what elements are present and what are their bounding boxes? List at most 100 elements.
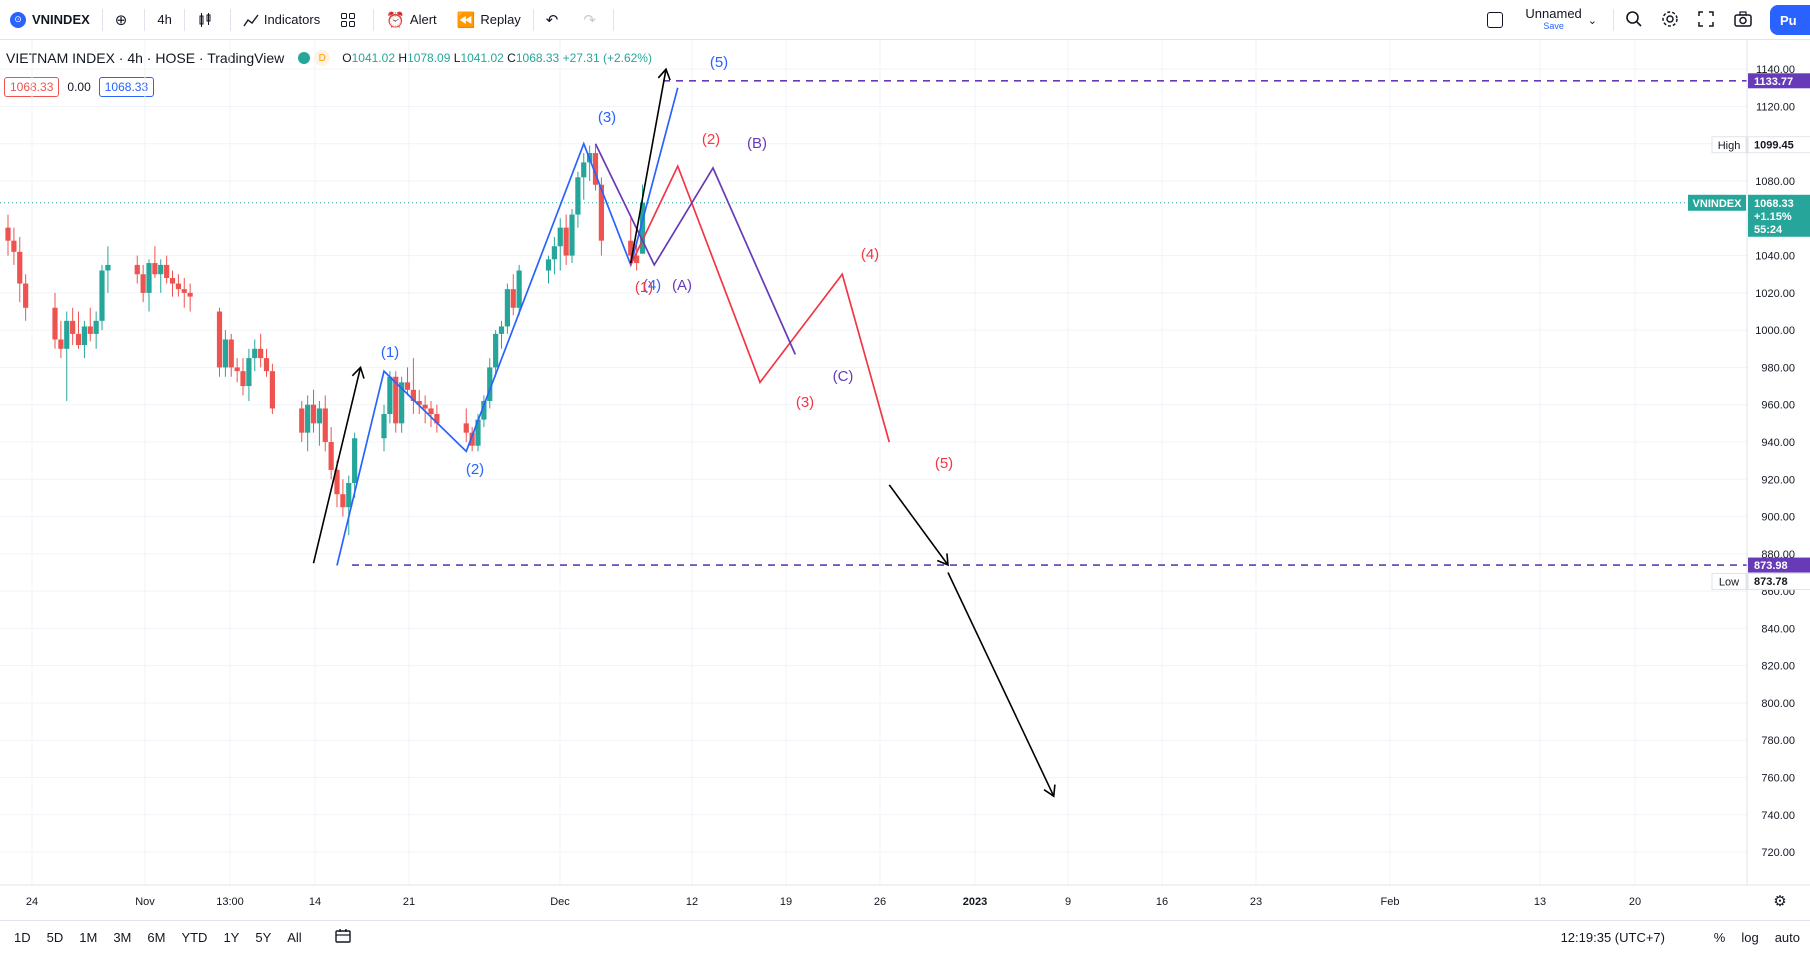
symbol-name: VNINDEX: [32, 12, 90, 27]
candle-body: [5, 227, 11, 241]
alert-button[interactable]: ⏰ Alert: [376, 0, 446, 40]
log-scale-toggle[interactable]: log: [1741, 930, 1759, 945]
price-axis[interactable]: 1140.001120.001100.001080.001040.001020.…: [1688, 40, 1810, 885]
candle-body: [299, 408, 305, 433]
publish-button[interactable]: Pu: [1770, 5, 1810, 35]
camera-icon[interactable]: [1733, 10, 1753, 31]
compare-button[interactable]: ⊕: [105, 0, 143, 40]
interval-label: 4h: [157, 12, 172, 27]
auto-scale-toggle[interactable]: auto: [1774, 930, 1800, 945]
ohlc-high-key: H: [398, 51, 408, 65]
candles-icon: [197, 12, 213, 28]
price-tick-label: 1080.00: [1755, 176, 1795, 188]
candle-body: [152, 263, 158, 275]
last-price-tag-text: 55:24: [1754, 224, 1783, 236]
buy-price[interactable]: 1068.33: [98, 77, 155, 97]
divider: [612, 8, 614, 31]
timezone-clock[interactable]: 12:19:35 (UTC+7): [1560, 930, 1665, 945]
candle-body: [498, 326, 505, 334]
goto-date-icon[interactable]: [334, 928, 352, 947]
time-tick-label: 2023: [963, 896, 987, 908]
candle-body: [164, 264, 170, 278]
ohlc-open: 1041.02: [351, 51, 395, 65]
candle-body: [181, 289, 187, 293]
candle-body: [140, 274, 146, 293]
candle-body: [639, 202, 646, 254]
range-button-all[interactable]: All: [287, 929, 302, 945]
percent-scale-toggle[interactable]: %: [1713, 930, 1726, 945]
candle-body: [634, 255, 640, 264]
blue-wave-line: [336, 87, 679, 566]
price-tick-label: 940.00: [1761, 437, 1795, 449]
interval-button[interactable]: 4h: [147, 0, 181, 40]
symbol-logo-icon: ⊙: [10, 11, 26, 28]
time-tick-label: 23: [1250, 896, 1262, 908]
checkbox-icon[interactable]: [1487, 12, 1504, 28]
candle-body: [404, 382, 411, 390]
candle-body: [305, 404, 311, 433]
candle-body: [310, 404, 317, 424]
candle-body: [598, 184, 604, 241]
candle-body: [381, 414, 387, 439]
candle-body: [340, 494, 346, 508]
ohlc-open-key: O: [342, 51, 352, 65]
chevron-down-icon[interactable]: ⌄: [1587, 14, 1597, 27]
time-tick-label: Feb: [1381, 896, 1400, 908]
templates-button[interactable]: [330, 0, 371, 40]
redo-button[interactable]: ↷: [573, 0, 611, 40]
candle-body: [81, 326, 87, 346]
arrow: [947, 572, 1056, 798]
candle-body: [551, 246, 557, 260]
time-tick-label: 24: [26, 896, 38, 908]
price-chart[interactable]: (1)(2)(3)(4)(5)(1)(2)(3)(4)(5)(A)(B)(C) …: [0, 40, 1810, 920]
candle-body: [563, 227, 569, 256]
range-buttons: 1D 5D 1M 3M 6M YTD 1Y 5Y All: [0, 930, 310, 945]
price-tick-label: 920.00: [1761, 474, 1795, 486]
time-axis[interactable]: 24 Nov 13:00 14 21 Dec 12 19 26 2023 9 16 23 Feb 13 20 ⚙: [0, 884, 1810, 910]
candle-body: [416, 400, 422, 405]
replay-button[interactable]: ⏪ Replay: [447, 0, 531, 40]
divider: [101, 8, 103, 31]
indicators-button[interactable]: Indicators: [233, 0, 330, 40]
range-button-5d[interactable]: 5D: [46, 929, 64, 945]
chart-type-button[interactable]: [187, 0, 228, 40]
spread: 0.00: [67, 80, 91, 94]
candle-body: [216, 311, 223, 368]
data-badge: D: [314, 50, 331, 66]
undo-button[interactable]: ↶: [536, 0, 574, 40]
search-icon[interactable]: [1625, 10, 1643, 31]
candle-body: [52, 307, 58, 340]
range-button-3m[interactable]: 3M: [113, 929, 132, 945]
candle-body: [422, 404, 428, 409]
time-tick-label: 13:00: [216, 896, 244, 908]
candle-body: [146, 263, 152, 293]
range-button-1m[interactable]: 1M: [79, 929, 98, 945]
last-price-tag-text: +1.15%: [1754, 211, 1792, 223]
candle-body: [346, 483, 352, 508]
range-button-1d[interactable]: 1D: [14, 929, 31, 945]
blue-wave-label: (4): [643, 277, 661, 294]
range-button-ytd[interactable]: YTD: [181, 929, 208, 945]
layout-name[interactable]: Unnamed Save: [1525, 7, 1581, 32]
candle-body: [428, 408, 434, 415]
purple-wave-label: (A): [672, 277, 692, 294]
range-button-5y[interactable]: 5Y: [255, 929, 272, 945]
horizontal-lines: [0, 79, 1747, 566]
gear-icon[interactable]: [1661, 10, 1679, 31]
candle-body: [252, 348, 258, 359]
candle-body: [246, 358, 252, 387]
blue-wave-label: (1): [381, 344, 399, 361]
range-button-6m[interactable]: 6M: [147, 929, 166, 945]
range-button-1y[interactable]: 1Y: [223, 929, 240, 945]
candle-body: [58, 339, 64, 349]
redo-icon: ↷: [583, 11, 596, 29]
candle-body: [399, 382, 405, 424]
fullscreen-icon[interactable]: [1697, 10, 1715, 31]
low-value-tag-text: 873.78: [1754, 576, 1788, 588]
high-value-tag-text: 1099.45: [1754, 139, 1794, 151]
divider: [1613, 9, 1614, 31]
candle-body: [93, 320, 99, 334]
candle-body: [175, 283, 181, 290]
undo-icon: ↶: [545, 11, 559, 29]
symbol-search[interactable]: ⊙ VNINDEX: [0, 0, 100, 40]
